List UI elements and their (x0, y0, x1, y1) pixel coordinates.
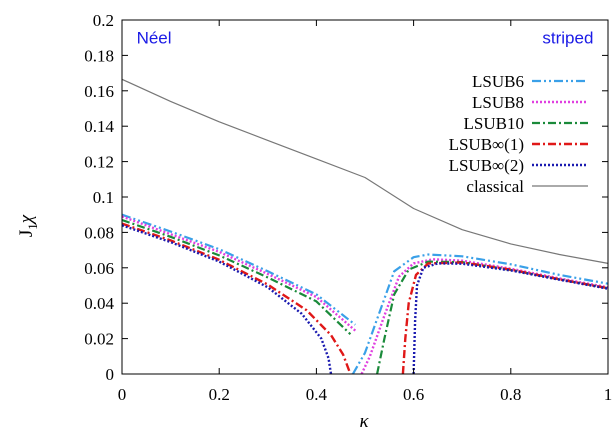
axes: 0 0.02 0.04 0.06 0.08 0.1 0.12 0.14 0.16 0.18 0.2 0… (84, 11, 612, 404)
y-tick-label: 0.02 (84, 330, 114, 349)
series-line-lsub-1 (121, 222, 352, 375)
x-tick-label: 0.8 (500, 385, 521, 404)
y-tick-label: 0.1 (93, 188, 114, 207)
y-axis-label-main: J (16, 230, 37, 237)
legend-label-lsub6: LSUB6 (472, 72, 524, 91)
x-tick-label: 0.4 (306, 385, 328, 404)
series-layer (121, 78, 609, 375)
legend-label-lsub-1: LSUB∞(1) (449, 135, 524, 154)
legend-label-lsub-2: LSUB∞(2) (449, 156, 524, 175)
y-tick-label: 0.2 (93, 11, 114, 30)
y-axis-label-symbol: χ (16, 214, 37, 225)
y-tick-label: 0.14 (84, 117, 114, 136)
legend: LSUB6 LSUB8 LSUB10 LSUB∞(1) LSUB∞(2) classica… (449, 72, 588, 196)
y-tick-label: 0.08 (84, 223, 114, 242)
series-line-classical (121, 78, 609, 264)
x-tick-label: 0 (118, 385, 127, 404)
x-tick-label: 1 (604, 385, 613, 404)
y-tick-label: 0.06 (84, 259, 114, 278)
y-tick-label: 0.16 (84, 82, 114, 101)
series-line-lsub-1 (401, 261, 609, 375)
legend-label-lsub8: LSUB8 (472, 93, 524, 112)
y-tick-label: 0 (106, 365, 115, 384)
series-line-lsub6 (351, 253, 609, 375)
series-line-lsub-2 (121, 224, 333, 375)
x-tick-label: 0.2 (209, 385, 230, 404)
neel-region-label: Néel (137, 29, 172, 48)
series-line-lsub8 (121, 215, 357, 332)
x-tick-label: 0.6 (403, 385, 424, 404)
series-line-lsub10 (121, 218, 352, 335)
plot-frame (121, 19, 609, 375)
series-line-lsub8 (360, 258, 609, 375)
x-axis-label: κ (359, 411, 369, 432)
y-tick-label: 0.04 (84, 294, 114, 313)
y-axis-label: J1χ (16, 214, 40, 237)
series-line-lsub-2 (412, 262, 609, 375)
series-line-lsub10 (376, 260, 609, 375)
legend-label-lsub10: LSUB10 (464, 114, 524, 133)
legend-label-classical: classical (466, 177, 524, 196)
y-tick-label: 0.12 (84, 153, 114, 172)
y-tick-label: 0.18 (84, 46, 114, 65)
y-axis-label-subscript: 1 (25, 223, 40, 230)
striped-region-label: striped (542, 29, 593, 48)
